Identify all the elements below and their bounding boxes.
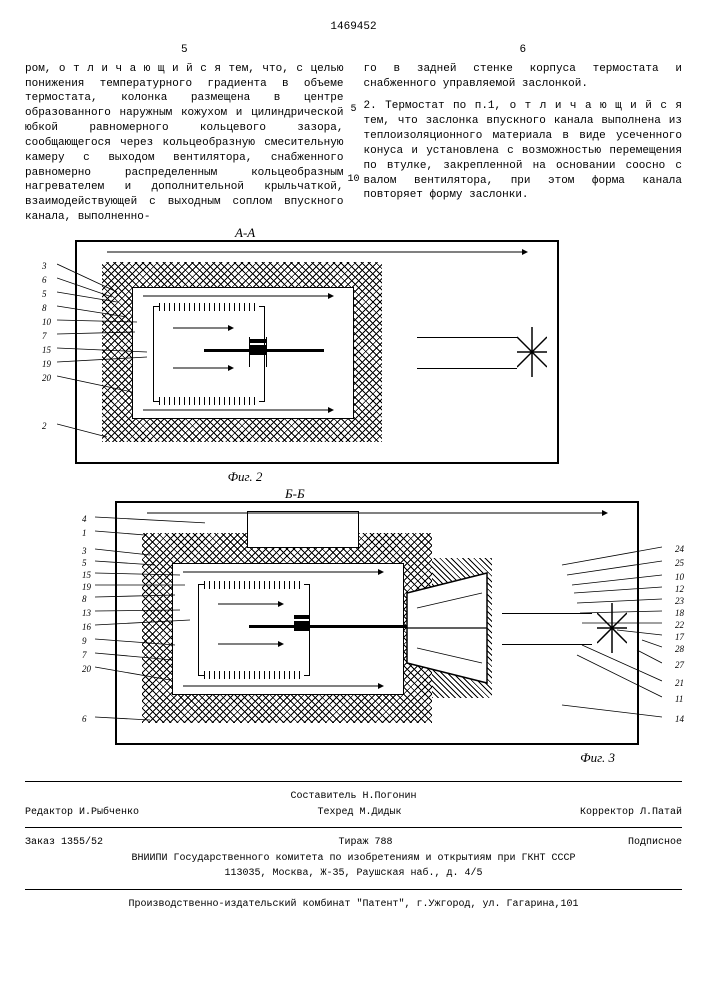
fig3-arrows (173, 564, 403, 694)
fig2-fan (517, 327, 547, 377)
footer-tech: Техред М.Дидык (317, 806, 401, 820)
column-right: 6 го в задней стенке корпуса термостата … (364, 43, 683, 225)
fig2-outer: 3 6 5 8 10 7 15 19 20 2 (75, 240, 559, 464)
fig3-cone (397, 563, 517, 693)
col-num-left: 5 (25, 43, 344, 58)
col-right-p1: го в задней стенке корпуса термостата и … (364, 62, 683, 92)
footer-rule-2 (25, 827, 682, 828)
patent-number: 1469452 (25, 20, 682, 35)
column-left: 5 ром, о т л и ч а ю щ и й с я тем, что,… (25, 43, 344, 225)
figure-2-block: А-А (25, 240, 682, 486)
fig3-leadlines-r (502, 545, 662, 735)
footer-org: ВНИИПИ Государственного комитета по изоб… (25, 852, 682, 866)
footer-publisher: Производственно-издательский комбинат "П… (25, 898, 682, 912)
footer-order: Заказ 1355/52 (25, 836, 103, 850)
footer-compiler: Составитель Н.Погонин (25, 790, 682, 804)
footer-row-2: Заказ 1355/52 Тираж 788 Подписное (25, 836, 682, 850)
fig2-chamber (132, 287, 354, 419)
fig3-caption: Фиг. 3 (115, 749, 675, 767)
fig3-section-label: Б-Б (285, 485, 305, 503)
figure-3-block: Б-Б (25, 501, 682, 767)
footer-rule-3 (25, 889, 682, 890)
line-marker-5: 5 (350, 103, 356, 117)
text-columns: 5 ром, о т л и ч а ю щ и й с я тем, что,… (25, 43, 682, 225)
fig3-chamber (172, 563, 404, 695)
fig3-leadlines-l (95, 515, 205, 730)
fig2-section-label: А-А (235, 224, 255, 242)
col-num-right: 6 (364, 43, 683, 58)
fig2-arrows (133, 288, 353, 418)
fig2-leadlines (57, 262, 157, 442)
line-marker-10: 10 (347, 173, 359, 187)
fig2-duct (417, 337, 517, 369)
col-left-body: ром, о т л и ч а ю щ и й с я тем, что, с… (25, 62, 344, 225)
footer-addr: 113035, Москва, Ж-35, Раушская наб., д. … (25, 867, 682, 881)
fig2-caption: Фиг. 2 (75, 468, 415, 486)
footer-editor: Редактор И.Рыбченко (25, 806, 139, 820)
footer-tirazh: Тираж 788 (338, 836, 392, 850)
fig2-top-arrow (107, 246, 537, 258)
footer-corrector: Корректор Л.Патай (580, 806, 682, 820)
footer-row-1: Редактор И.Рыбченко Техред М.Дидык Корре… (25, 806, 682, 820)
fig3-outer: 4 1 3 5 15 19 8 13 16 9 7 20 6 (115, 501, 639, 745)
footer-rule-1 (25, 781, 682, 782)
fig3-top-arrow (147, 507, 617, 519)
footer-subscription: Подписное (628, 836, 682, 850)
col-right-p2: 2. Термостат по п.1, о т л и ч а ю щ и й… (364, 99, 683, 203)
